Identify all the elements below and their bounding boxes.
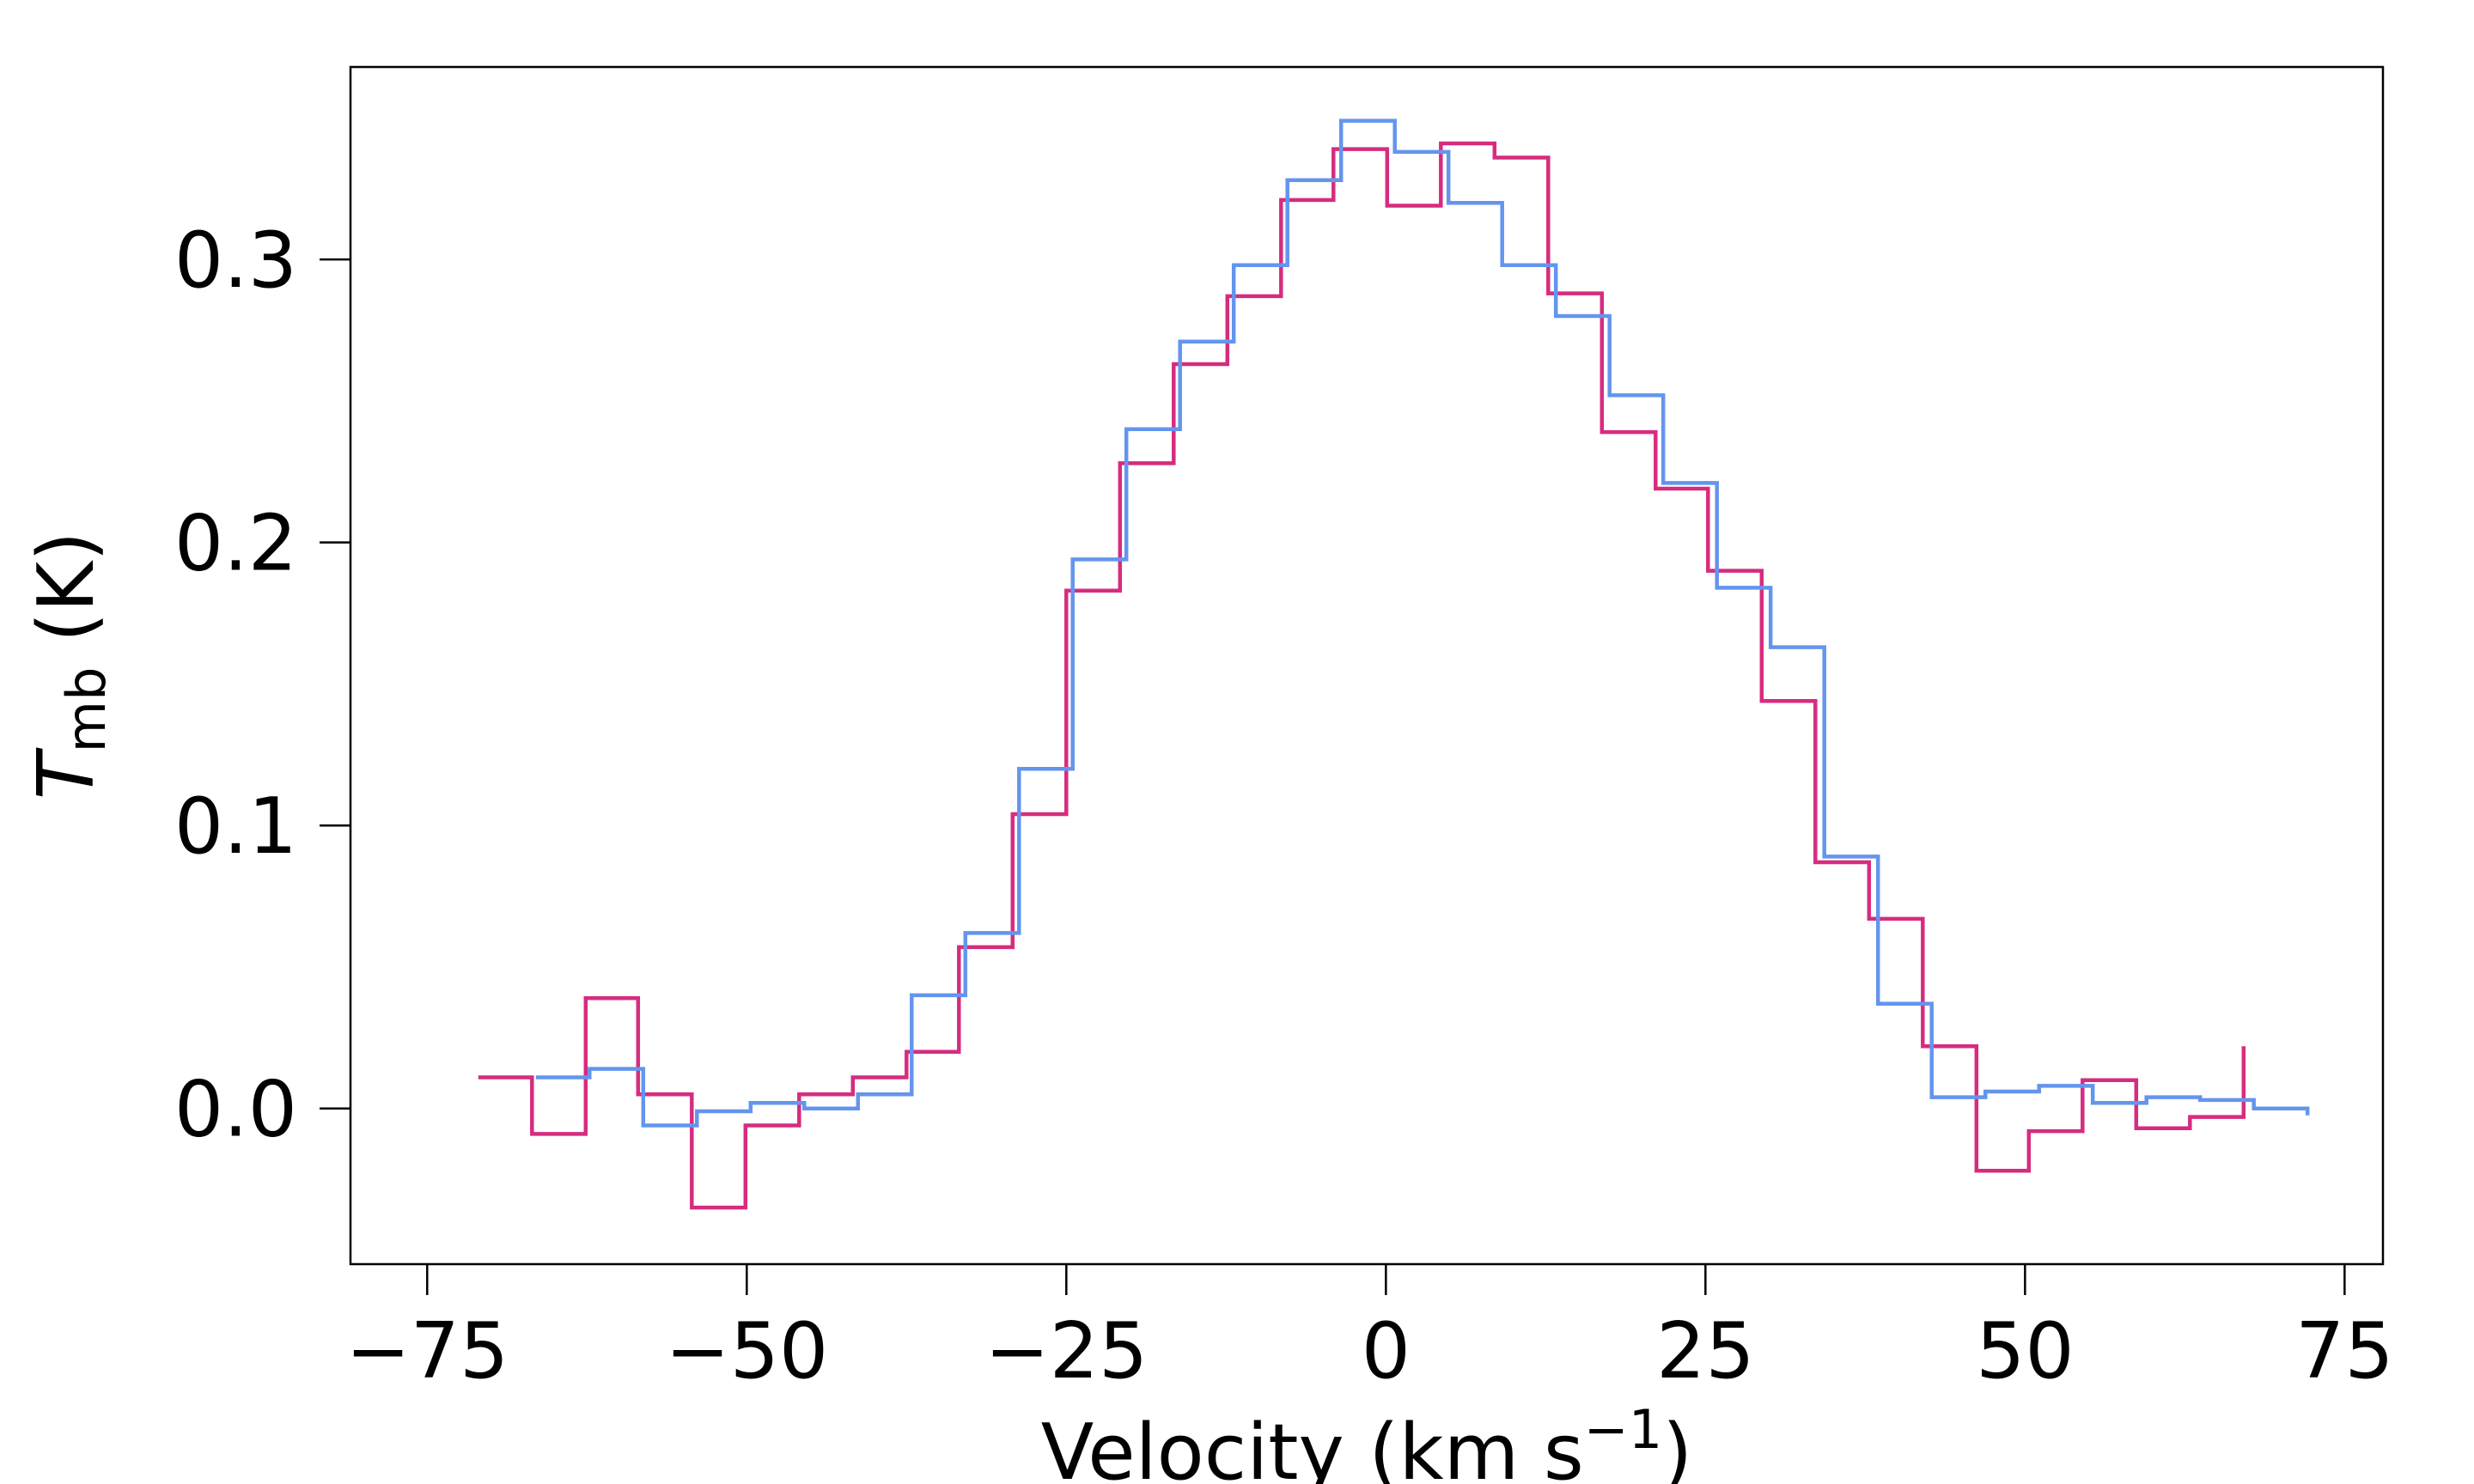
- y-axis-label: Tmb (K): [21, 532, 118, 800]
- y-tick-label: 0.3: [174, 216, 297, 306]
- x-tick-label: 75: [2295, 1306, 2394, 1396]
- y-tick-label: 0.2: [174, 499, 297, 589]
- series-layer: [478, 119, 2310, 1210]
- plot-background: [350, 67, 2383, 1264]
- y-axis: 0.0 0.1 0.2 0.3: [174, 216, 350, 1155]
- x-tick-label: −50: [665, 1306, 828, 1396]
- y-axis-label-subscript: mb: [55, 667, 118, 753]
- x-tick-label: −25: [984, 1306, 1148, 1396]
- y-tick-label: 0.0: [174, 1065, 297, 1155]
- x-axis-label-close: ): [1662, 1408, 1692, 1484]
- x-tick-label: 50: [1976, 1306, 2075, 1396]
- blue-spectrum-line: [535, 119, 2310, 1128]
- x-tick-label: −75: [345, 1306, 509, 1396]
- x-axis-label-superscript: −1: [1584, 1398, 1662, 1461]
- plot-frame: [349, 65, 2385, 1266]
- magenta-spectrum-line: [478, 141, 2246, 1210]
- y-tick-label: 0.1: [174, 782, 297, 872]
- x-tick-label: 0: [1362, 1306, 1411, 1396]
- x-axis: −75 −50 −25 0 25 50 75: [345, 1264, 2394, 1396]
- y-axis-label-unit: (K): [21, 532, 112, 667]
- x-tick-label: 25: [1656, 1306, 1755, 1396]
- x-axis-label: Velocity (km s−1): [1041, 1398, 1693, 1484]
